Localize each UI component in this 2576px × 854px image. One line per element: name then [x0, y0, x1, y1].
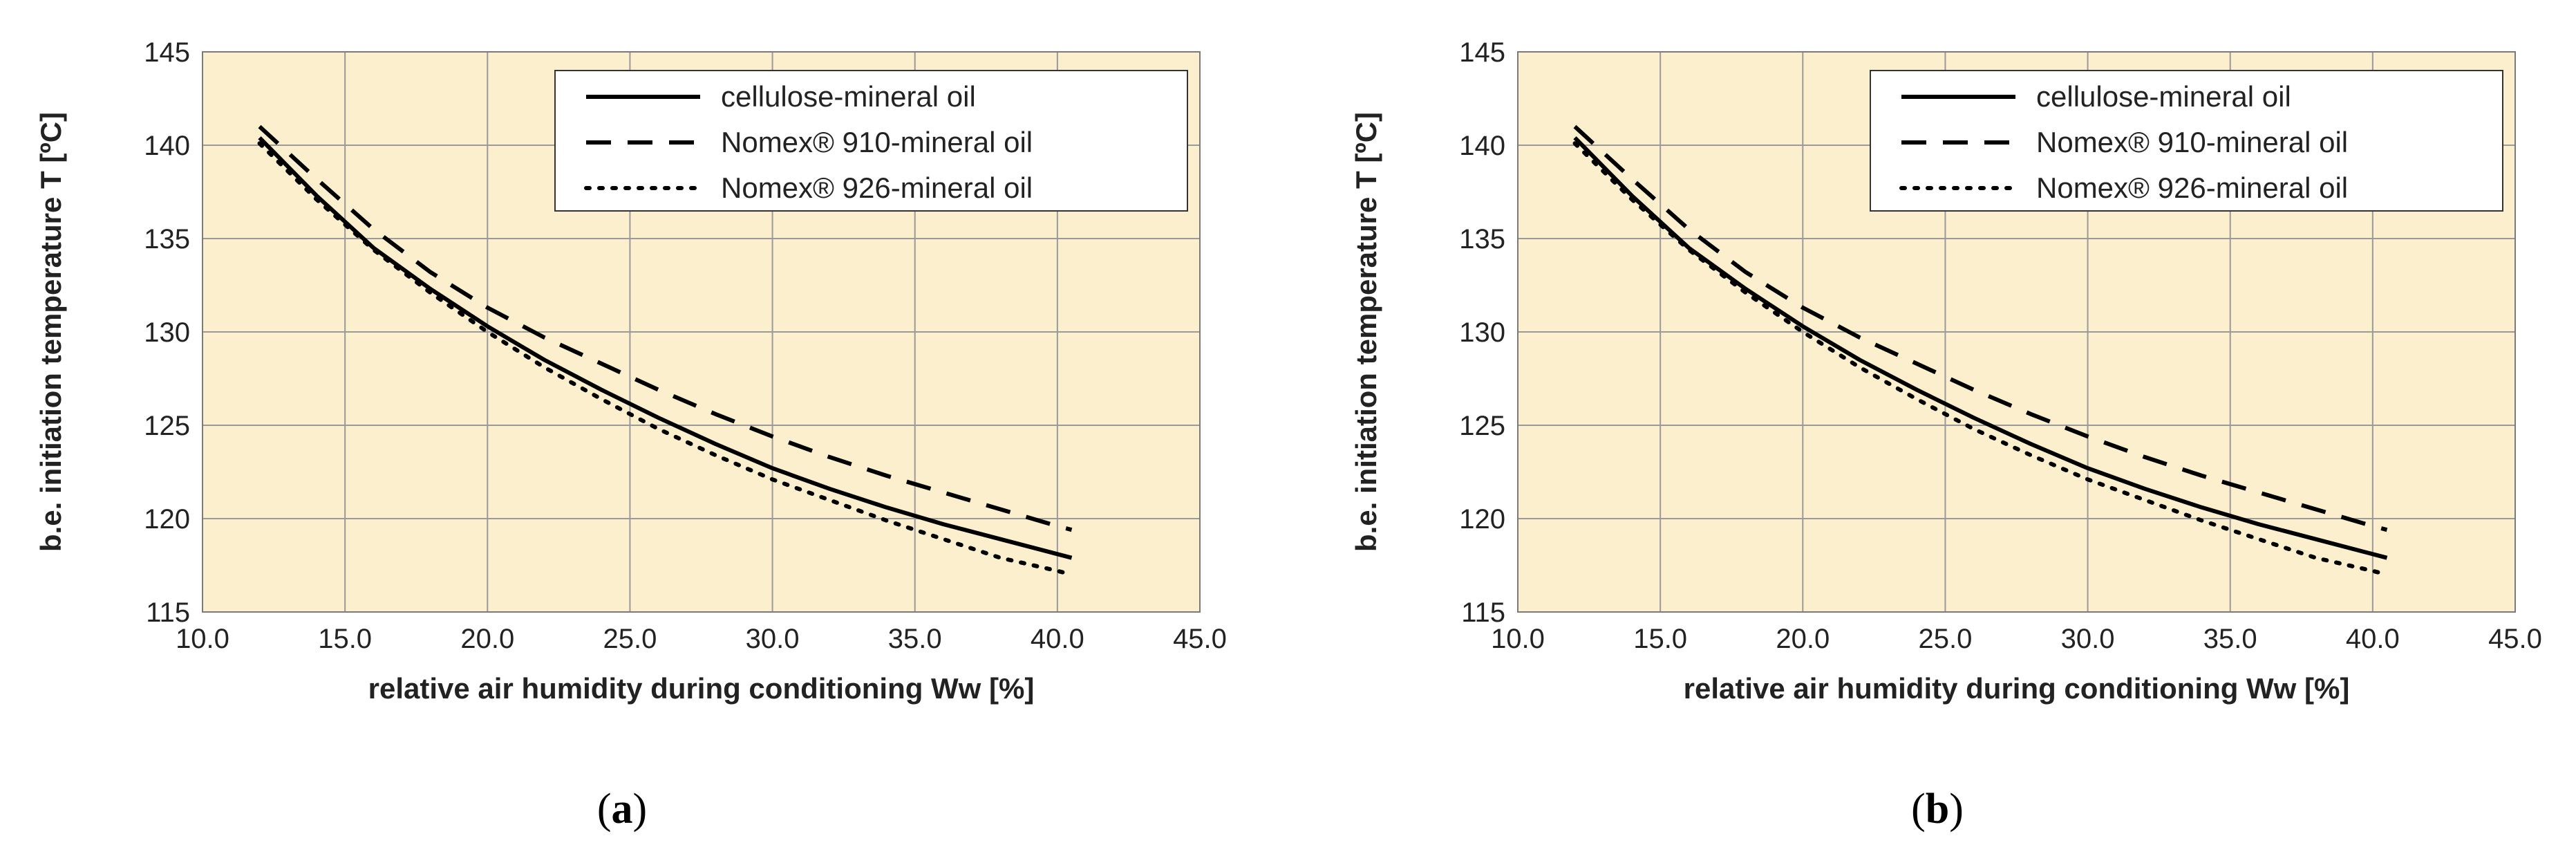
- x-axis-title: relative air humidity during conditionin…: [368, 672, 1035, 705]
- caption-close: ): [1949, 786, 1964, 833]
- caption-close: ): [633, 786, 648, 833]
- y-tick-label: 120: [144, 504, 190, 535]
- x-axis-title: relative air humidity during conditionin…: [1684, 672, 2350, 705]
- x-tick-label: 25.0: [603, 624, 657, 654]
- legend: cellulose-mineral oil Nomex® 910-mineral …: [1870, 70, 2503, 212]
- series-line-dashed: [258, 124, 1073, 532]
- x-tick-label: 40.0: [1031, 624, 1084, 654]
- y-tick-label: 125: [144, 411, 190, 441]
- chart-panel-a: 10.0 15.0 20.0 25.0 30.0 35.0 40.0 45.0 115 120 12…: [35, 37, 1227, 833]
- y-tick-label: 145: [144, 37, 190, 68]
- y-tick-label: 135: [144, 224, 190, 254]
- legend-label: Nomex® 910-mineral oil: [721, 126, 1033, 158]
- y-tick-label: 145: [1459, 37, 1505, 68]
- y-tick-label: 135: [1459, 224, 1505, 254]
- x-tick-label: 20.0: [1776, 624, 1830, 654]
- x-tick-label: 35.0: [888, 624, 942, 654]
- legend-label: cellulose-mineral oil: [2036, 80, 2291, 113]
- x-tick-label: 10.0: [176, 624, 229, 654]
- legend-label: cellulose-mineral oil: [721, 80, 976, 113]
- series-line-solid: [258, 136, 1073, 560]
- y-axis-title: b.e. initiation temperature T [ºC]: [1350, 112, 1382, 552]
- x-tick-label: 15.0: [318, 624, 372, 654]
- legend-label: Nomex® 926-mineral oil: [721, 171, 1033, 204]
- x-tick-label: 25.0: [1918, 624, 1972, 654]
- legend-box: [1870, 70, 2503, 212]
- x-tick-label: 20.0: [460, 624, 514, 654]
- y-tick-label: 140: [1459, 131, 1505, 161]
- x-tick-label: 30.0: [746, 624, 800, 654]
- chart-panel-b: 10.0 15.0 20.0 25.0 30.0 35.0 40.0 45.0 115 120 12…: [1350, 37, 2542, 833]
- legend-box: [554, 70, 1188, 212]
- x-tick-label: 35.0: [2203, 624, 2257, 654]
- x-tick-label: 40.0: [2346, 624, 2400, 654]
- x-tick-label: 10.0: [1491, 624, 1545, 654]
- caption-open: (: [597, 786, 612, 833]
- panel-caption: (b): [1911, 786, 1964, 833]
- y-tick-label: 125: [1459, 411, 1505, 441]
- legend-label: Nomex® 910-mineral oil: [2036, 126, 2348, 158]
- series-line-dashed: [1573, 124, 2388, 532]
- x-tick-label: 45.0: [2488, 624, 2542, 654]
- y-tick-label: 130: [1459, 317, 1505, 348]
- x-tick-label: 15.0: [1633, 624, 1687, 654]
- legend-label: Nomex® 926-mineral oil: [2036, 171, 2348, 204]
- series-line-solid: [1573, 136, 2388, 560]
- series-line-dotted: [257, 141, 1074, 577]
- caption-open: (: [1911, 786, 1926, 833]
- plot-border: [1517, 51, 2516, 613]
- x-tick-label: 30.0: [2061, 624, 2115, 654]
- y-axis-title: b.e. initiation temperature T [ºC]: [35, 112, 67, 552]
- x-tick-label: 45.0: [1173, 624, 1227, 654]
- series-line-dotted: [1572, 141, 2389, 577]
- legend: cellulose-mineral oil Nomex® 910-mineral …: [554, 70, 1188, 212]
- caption-letter: b: [1926, 786, 1949, 833]
- panel-caption: (a): [597, 786, 647, 833]
- y-tick-label: 120: [1459, 504, 1505, 535]
- y-tick-label: 115: [1461, 597, 1505, 628]
- y-tick-label: 140: [144, 131, 190, 161]
- caption-letter: a: [612, 786, 633, 833]
- y-tick-label: 115: [146, 597, 190, 628]
- y-tick-label: 130: [144, 317, 190, 348]
- plot-border: [202, 51, 1201, 613]
